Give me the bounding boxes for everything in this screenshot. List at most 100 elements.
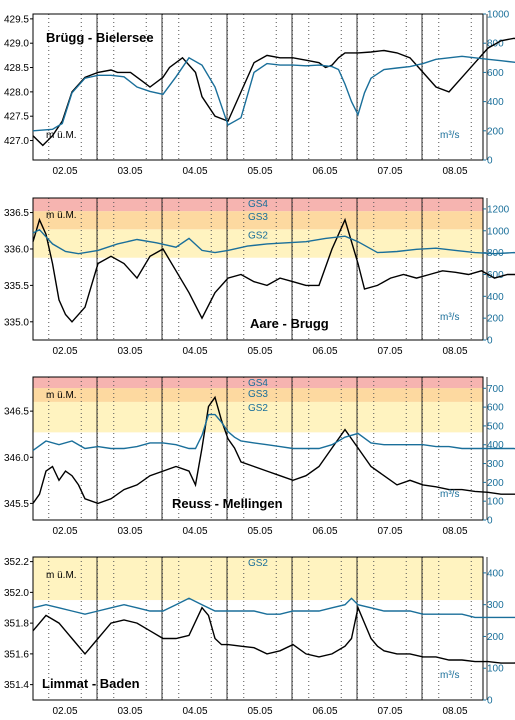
x-tick-label: 07.05	[377, 166, 402, 177]
x-tick-label: 03.05	[117, 166, 142, 177]
y2-tick-label: 0	[487, 336, 493, 347]
y2-tick-label: 0	[487, 516, 493, 527]
x-tick-label: 02.05	[52, 346, 77, 357]
x-tick-label: 06.05	[312, 166, 337, 177]
zone-label-gs2: GS2	[248, 403, 268, 414]
y-tick-label: 428.0	[4, 87, 29, 98]
zone-label-gs3: GS3	[248, 389, 268, 400]
zone-label-gs3: GS3	[248, 212, 268, 223]
plot-frame	[32, 197, 484, 341]
y2-tick-label: 1000	[487, 10, 510, 21]
water-level-line	[32, 605, 515, 664]
x-tick-label: 02.05	[52, 526, 77, 537]
threshold-zone-gs2	[33, 229, 483, 258]
water-level-line	[32, 37, 515, 147]
y2-tick-label: 600	[487, 68, 504, 79]
y2-axis-label: m³/s	[440, 670, 459, 681]
y2-tick-label: 1000	[487, 226, 510, 237]
threshold-zone-gs4	[33, 377, 483, 389]
y2-tick-label: 0	[487, 156, 493, 167]
plot-frame	[32, 556, 484, 701]
y2-tick-label: 700	[487, 384, 504, 395]
y-tick-label: 351.4	[4, 680, 29, 691]
x-tick-label: 08.05	[442, 706, 467, 717]
threshold-zone-gs2	[33, 401, 483, 433]
y-tick-label: 352.2	[4, 557, 29, 568]
zone-label-gs2: GS2	[248, 230, 268, 241]
x-tick-label: 05.05	[247, 706, 272, 717]
y-tick-label: 351.8	[4, 619, 29, 630]
discharge-line	[32, 413, 515, 451]
x-tick-label: 05.05	[247, 166, 272, 177]
y2-tick-label: 400	[487, 292, 504, 303]
y-axis-label: m ü.M.	[46, 570, 77, 581]
y-tick-label: 427.5	[4, 112, 29, 123]
x-tick-label: 06.05	[312, 706, 337, 717]
chart-title: Reuss - Mellingen	[172, 496, 283, 511]
x-tick-label: 04.05	[182, 526, 207, 537]
x-tick-label: 04.05	[182, 166, 207, 177]
x-tick-label: 02.05	[52, 166, 77, 177]
water-level-line	[32, 217, 515, 323]
y2-tick-label: 200	[487, 632, 504, 643]
x-tick-label: 08.05	[442, 166, 467, 177]
threshold-zone-gs2	[33, 557, 483, 601]
zone-label-gs4: GS4	[248, 378, 268, 389]
y-axis-label: m ü.M.	[46, 390, 77, 401]
x-tick-label: 03.05	[117, 526, 142, 537]
threshold-zone-gs3	[33, 211, 483, 230]
x-tick-label: 05.05	[247, 526, 272, 537]
y-tick-label: 351.6	[4, 649, 29, 660]
y2-axis-label: m³/s	[440, 130, 459, 141]
discharge-line	[32, 228, 515, 255]
water-level-line	[32, 395, 515, 505]
y-tick-label: 429.0	[4, 39, 29, 50]
chart-title: Brügg - Bielersee	[46, 30, 154, 45]
y-tick-label: 336.5	[4, 208, 29, 219]
y2-tick-label: 300	[487, 600, 504, 611]
y2-axis-label: m³/s	[440, 312, 459, 323]
y-tick-label: 335.0	[4, 317, 29, 328]
x-tick-label: 03.05	[117, 346, 142, 357]
y-axis-label: m ü.M.	[46, 130, 77, 141]
x-tick-label: 07.05	[377, 706, 402, 717]
y2-tick-label: 200	[487, 126, 504, 137]
x-tick-label: 04.05	[182, 706, 207, 717]
y2-tick-label: 200	[487, 478, 504, 489]
y2-tick-label: 400	[487, 440, 504, 451]
zone-label-gs4: GS4	[248, 199, 268, 210]
x-tick-label: 06.05	[312, 346, 337, 357]
y2-tick-label: 300	[487, 459, 504, 470]
threshold-zone-gs4	[33, 198, 483, 212]
y-tick-label: 427.0	[4, 136, 29, 147]
y2-tick-label: 500	[487, 421, 504, 432]
y2-tick-label: 200	[487, 314, 504, 325]
y-tick-label: 335.5	[4, 281, 29, 292]
y2-tick-label: 600	[487, 403, 504, 414]
plot-frame	[32, 13, 484, 161]
y-tick-label: 346.0	[4, 453, 29, 464]
chart-title: Aare - Brugg	[250, 316, 329, 331]
y2-tick-label: 0	[487, 696, 493, 707]
y2-tick-label: 100	[487, 664, 504, 675]
x-tick-label: 07.05	[377, 346, 402, 357]
chart-title: Limmat - Baden	[42, 676, 140, 691]
y2-axis-label: m³/s	[440, 489, 459, 500]
y2-tick-label: 1200	[487, 204, 510, 215]
y2-tick-label: 100	[487, 497, 504, 508]
x-tick-label: 08.05	[442, 526, 467, 537]
x-tick-label: 07.05	[377, 526, 402, 537]
y-tick-label: 345.5	[4, 499, 29, 510]
threshold-zone-gs3	[33, 388, 483, 402]
x-tick-label: 08.05	[442, 346, 467, 357]
y-tick-label: 336.0	[4, 244, 29, 255]
y-axis-label: m ü.M.	[46, 210, 77, 221]
y-tick-label: 428.5	[4, 63, 29, 74]
x-tick-label: 03.05	[117, 706, 142, 717]
x-tick-label: 04.05	[182, 346, 207, 357]
discharge-line	[32, 55, 515, 132]
x-tick-label: 05.05	[247, 346, 272, 357]
zone-label-gs2: GS2	[248, 558, 268, 569]
